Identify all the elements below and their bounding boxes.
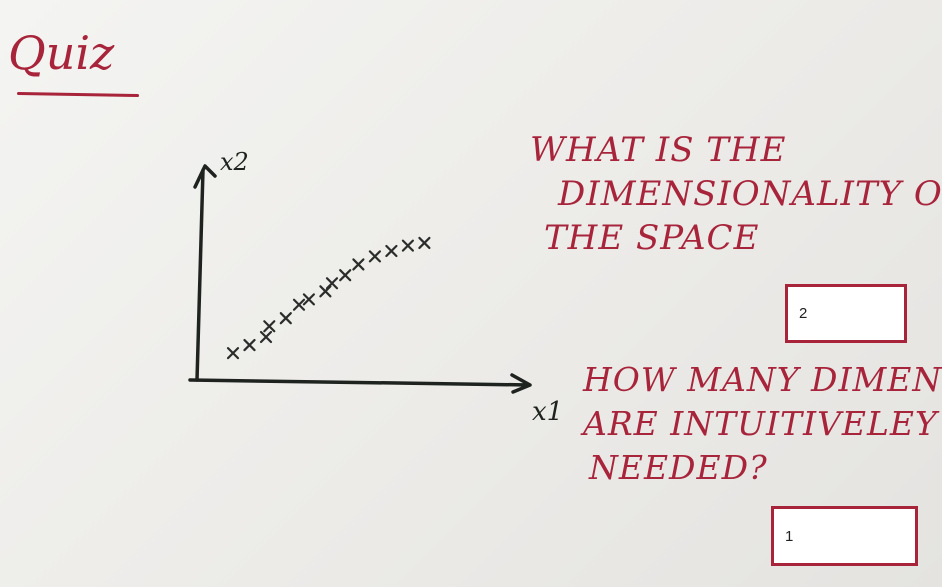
x-axis-line (188, 373, 532, 394)
scatter-point (243, 338, 256, 352)
y-axis-line (193, 164, 217, 382)
question-2-line-1: HOW MANY DIMENSIONS (583, 360, 942, 399)
question-2: HOW MANY DIMENSIONS ARE INTUITIVELEY NEE… (583, 358, 942, 490)
scatter-point (263, 320, 276, 333)
answer-input-1[interactable]: 2 (785, 284, 907, 343)
scatter-point (339, 269, 352, 282)
question-1-line-3: THE SPACE (544, 218, 760, 258)
scatter-point (368, 250, 381, 263)
question-2-line-3: NEEDED? (589, 448, 768, 487)
scatter-point (325, 277, 339, 290)
answer-input-2[interactable]: 1 (771, 506, 918, 566)
question-1-line-2: DIMENSIONALITY OF (558, 174, 942, 214)
scatter-point (292, 298, 306, 311)
page-title: Quiz (8, 26, 115, 80)
scatter-point (352, 258, 365, 271)
scatter-point (418, 236, 431, 250)
scatter-point (259, 330, 273, 344)
scatter-point (401, 239, 414, 252)
question-1-line-1: WHAT IS THE (530, 130, 787, 170)
scatter-point (302, 293, 315, 306)
y-axis-label: x2 (220, 148, 249, 176)
question-2-line-2: ARE INTUITIVELEY (583, 404, 938, 443)
question-1: WHAT IS THE DIMENSIONALITY OF THE SPACE (530, 128, 942, 260)
scatter-point (279, 312, 292, 325)
scatter-point (385, 244, 398, 258)
scatter-point (226, 347, 240, 360)
x-axis-label: x1 (532, 397, 563, 427)
